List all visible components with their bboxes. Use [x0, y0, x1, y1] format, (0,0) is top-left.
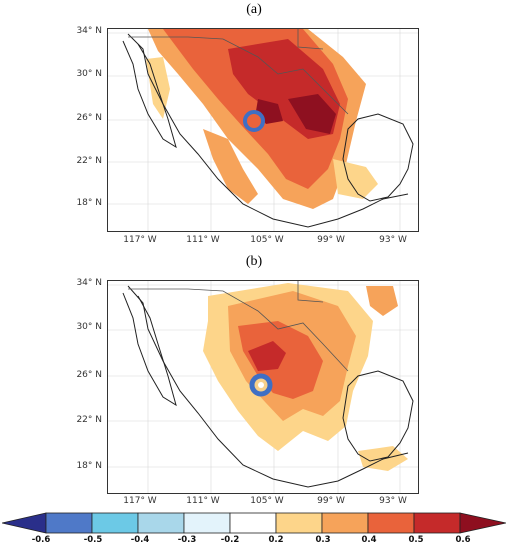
lat-tick: 26° N [76, 370, 102, 380]
panel-b-label: (b) [245, 254, 263, 269]
lat-tick: 18° N [76, 461, 102, 471]
colorbar-max-arrow [459, 512, 506, 534]
lon-tick: 111° W [186, 496, 220, 506]
coastlines-b [122, 281, 414, 488]
colorbar-cell [413, 512, 461, 534]
colorbar-cell [229, 512, 277, 534]
lon-tick: 99° W [317, 235, 345, 245]
lat-tick: 34° N [76, 278, 102, 288]
colorbar-tick: -0.4 [130, 535, 150, 545]
lon-tick: 111° W [186, 235, 220, 245]
colorbar-tick: -0.3 [177, 535, 197, 545]
colorbar [2, 512, 506, 534]
colorbar-tick: 0.2 [268, 535, 284, 545]
colorbar-cell [367, 512, 415, 534]
colorbar-cell [275, 512, 323, 534]
map-panel-b [107, 280, 419, 494]
colorbar-tick: 0.6 [455, 535, 471, 545]
lon-tick: 117° W [123, 496, 157, 506]
colorbar-tick: -0.6 [31, 535, 51, 545]
map-b-svg [108, 281, 418, 493]
colorbar-tick: -0.5 [83, 535, 103, 545]
lat-tick: 30° N [76, 69, 102, 79]
lat-tick: 22° N [76, 415, 102, 425]
colorbar-cell [137, 512, 185, 534]
colorbar-tick: 0.5 [408, 535, 424, 545]
lat-tick: 30° N [76, 322, 102, 332]
panel-a-label: (a) [246, 2, 262, 17]
colorbar-cells [45, 512, 461, 534]
colorbar-cell [91, 512, 139, 534]
lon-tick: 93° W [379, 235, 407, 245]
colorbar-cell [45, 512, 93, 534]
lon-tick: 105° W [250, 235, 284, 245]
colorbar-tick: -0.2 [220, 535, 240, 545]
lat-tick: 18° N [76, 198, 102, 208]
coastlines-a [122, 29, 414, 228]
map-panel-a [107, 28, 419, 232]
colorbar-tick: 0.4 [361, 535, 377, 545]
lon-tick: 93° W [379, 496, 407, 506]
lon-tick: 117° W [123, 235, 157, 245]
colorbar-min-arrow [2, 512, 47, 534]
lat-tick: 34° N [76, 26, 102, 36]
station-marker-a [243, 110, 265, 132]
station-marker-b-center [258, 382, 264, 388]
colorbar-cell [321, 512, 369, 534]
map-a-svg [108, 29, 418, 231]
colorbar-tick: 0.3 [315, 535, 331, 545]
lat-tick: 22° N [76, 156, 102, 166]
correlation-field-b [203, 283, 408, 471]
lon-tick: 105° W [250, 496, 284, 506]
lon-tick: 99° W [317, 496, 345, 506]
lat-tick: 26° N [76, 113, 102, 123]
colorbar-cell [183, 512, 231, 534]
